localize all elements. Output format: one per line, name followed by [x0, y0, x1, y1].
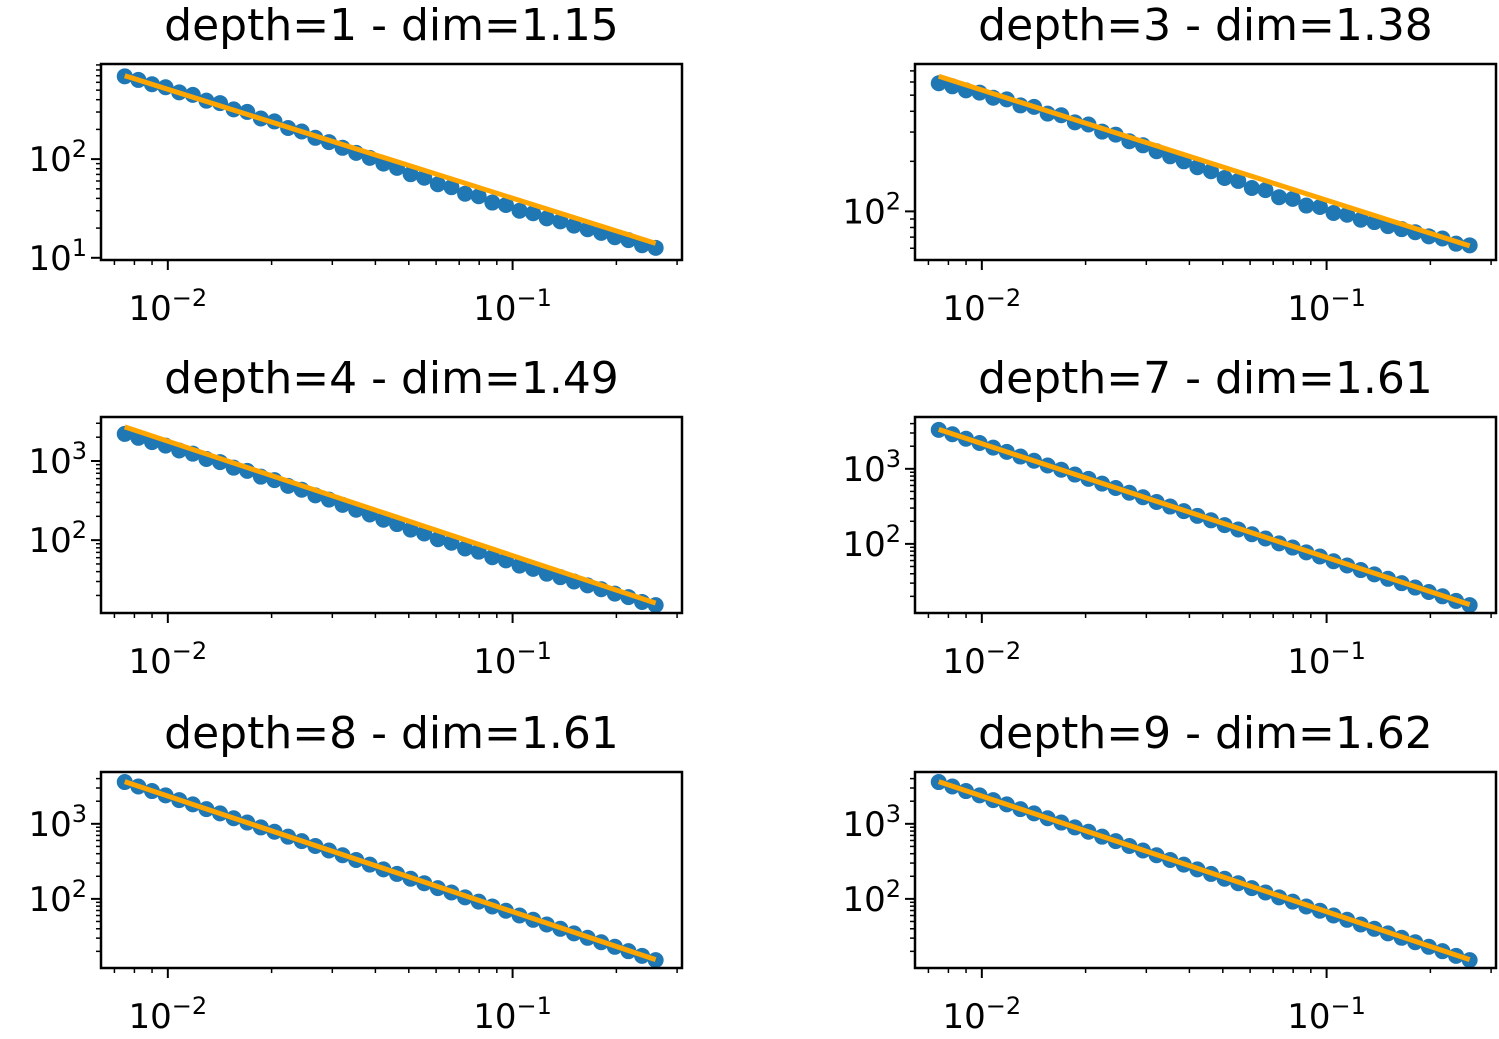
data-point [1284, 190, 1301, 207]
subplot-6: depth=9 - dim=1.62 10−2 10−1 102 103 [842, 708, 1498, 1037]
fit-line [123, 779, 657, 963]
data-point [470, 188, 487, 205]
data-point [565, 217, 582, 234]
x-tick-label: 10−2 [128, 284, 207, 329]
plot-area [930, 774, 1478, 968]
subplot-5: depth=8 - dim=1.61 10−2 10−1 102 103 [28, 708, 684, 1037]
axes-frame [99, 770, 684, 970]
subplot-title: depth=1 - dim=1.15 [164, 0, 619, 51]
x-tick-label: 10−1 [1287, 637, 1366, 682]
data-point [1298, 197, 1315, 214]
data-point [429, 531, 446, 548]
data-point [1203, 163, 1220, 180]
data-point [497, 196, 514, 213]
subplot-title: depth=7 - dim=1.61 [978, 353, 1433, 404]
data-point [511, 202, 528, 219]
y-tick-label: 102 [842, 875, 901, 920]
plot-area [116, 68, 664, 256]
plot-area [116, 424, 664, 613]
x-tick-label: 10−1 [473, 284, 552, 329]
data-point [1325, 205, 1342, 222]
fit-line [937, 779, 1471, 963]
axes-frame [99, 415, 684, 615]
x-tick-label: 10−1 [1287, 284, 1366, 329]
axes-frame [913, 770, 1498, 970]
data-point [429, 176, 446, 193]
x-tick-label: 10−2 [128, 637, 207, 682]
fit-line [937, 73, 1471, 249]
x-tick-label: 10−2 [128, 992, 207, 1037]
subplot-title: depth=4 - dim=1.49 [164, 353, 619, 404]
y-tick-label: 103 [28, 437, 87, 482]
plot-area [930, 73, 1478, 254]
y-tick-label: 103 [842, 800, 901, 845]
data-point [402, 166, 419, 183]
axes-frame [99, 62, 684, 262]
data-point [1189, 159, 1206, 176]
axes-frame [913, 415, 1498, 615]
y-tick-label: 102 [842, 520, 901, 565]
data-point [484, 549, 501, 566]
x-tick-label: 10−1 [473, 992, 552, 1037]
x-tick-label: 10−2 [942, 992, 1021, 1037]
data-point [1230, 172, 1247, 189]
fit-line [123, 73, 657, 246]
data-point [1216, 169, 1233, 186]
subplot-4: depth=7 - dim=1.61 10−2 10−1 102 103 [842, 353, 1498, 682]
plot-area [930, 421, 1478, 613]
x-tick-label: 10−2 [942, 637, 1021, 682]
subplot-3: depth=4 - dim=1.49 10−2 10−1 102 103 [28, 353, 684, 682]
subplot-2: depth=3 - dim=1.38 10−2 10−1 102 [842, 0, 1498, 329]
y-tick-label: 102 [28, 875, 87, 920]
data-point [552, 213, 569, 230]
y-tick-label: 103 [28, 800, 87, 845]
data-point [538, 210, 555, 227]
y-tick-label: 102 [28, 516, 87, 561]
subplot-title: depth=3 - dim=1.38 [978, 0, 1433, 51]
subplot-title: depth=8 - dim=1.61 [164, 708, 619, 759]
data-point [1352, 211, 1369, 228]
data-point [443, 179, 460, 196]
fit-line [123, 424, 657, 606]
y-tick-label: 102 [28, 135, 87, 180]
x-tick-label: 10−1 [473, 637, 552, 682]
data-point [457, 540, 474, 557]
data-point [1257, 182, 1274, 199]
data-point [1243, 179, 1260, 196]
y-tick-label: 103 [842, 445, 901, 490]
fit-line [937, 427, 1471, 608]
x-tick-label: 10−1 [1287, 992, 1366, 1037]
subplot-1: depth=1 - dim=1.15 10−2 10−1 101 102 [28, 0, 684, 329]
data-point [1271, 189, 1288, 206]
y-tick-label: 101 [28, 234, 87, 279]
data-point [1339, 206, 1356, 223]
subplot-title: depth=9 - dim=1.62 [978, 708, 1433, 759]
y-tick-label: 102 [842, 187, 901, 232]
data-point [525, 205, 542, 222]
plot-area [116, 774, 664, 968]
x-tick-label: 10−2 [942, 284, 1021, 329]
data-point [1311, 199, 1328, 216]
data-point [457, 185, 474, 202]
data-point [484, 194, 501, 211]
